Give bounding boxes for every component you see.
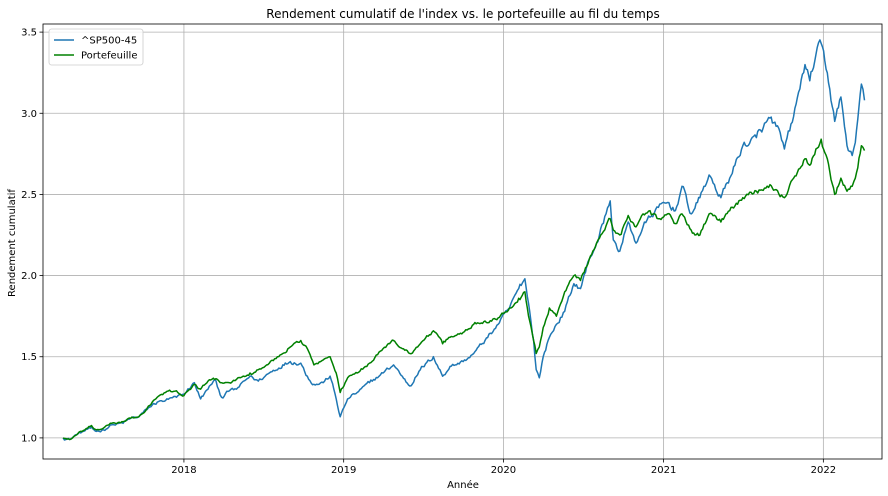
y-tick-label: 2.5 (21, 190, 37, 201)
y-tick-label: 3.5 (21, 28, 37, 39)
y-axis-label: Rendement cumulatif (7, 189, 18, 297)
x-tick-label: 2018 (171, 465, 196, 476)
series-line-portfolio (62, 138, 866, 441)
series-line-index (62, 39, 866, 441)
y-tick-label: 1.0 (21, 433, 37, 444)
legend-box (48, 28, 144, 66)
y-axis-ticks: 1.0 1.5 2.0 2.5 3.0 3.5 (21, 28, 43, 444)
x-axis-ticks: 2018 2019 2020 2021 2022 (171, 459, 836, 476)
x-tick-label: 2019 (331, 465, 356, 476)
grid-lines (43, 24, 882, 459)
legend: ^SP500-45 Portefeuille (48, 28, 144, 66)
chart-title: Rendement cumulatif de l'index vs. le po… (266, 7, 659, 21)
x-tick-label: 2022 (811, 465, 836, 476)
x-tick-label: 2021 (651, 465, 676, 476)
y-tick-label: 1.5 (21, 352, 37, 363)
x-axis-label: Année (447, 479, 479, 491)
legend-label: ^SP500-45 (81, 36, 137, 47)
y-tick-label: 2.0 (21, 271, 37, 282)
series-lines (62, 39, 866, 441)
legend-label: Portefeuille (81, 51, 137, 62)
x-tick-label: 2020 (491, 465, 516, 476)
plot-area-frame (42, 23, 883, 460)
y-tick-label: 3.0 (21, 109, 37, 120)
